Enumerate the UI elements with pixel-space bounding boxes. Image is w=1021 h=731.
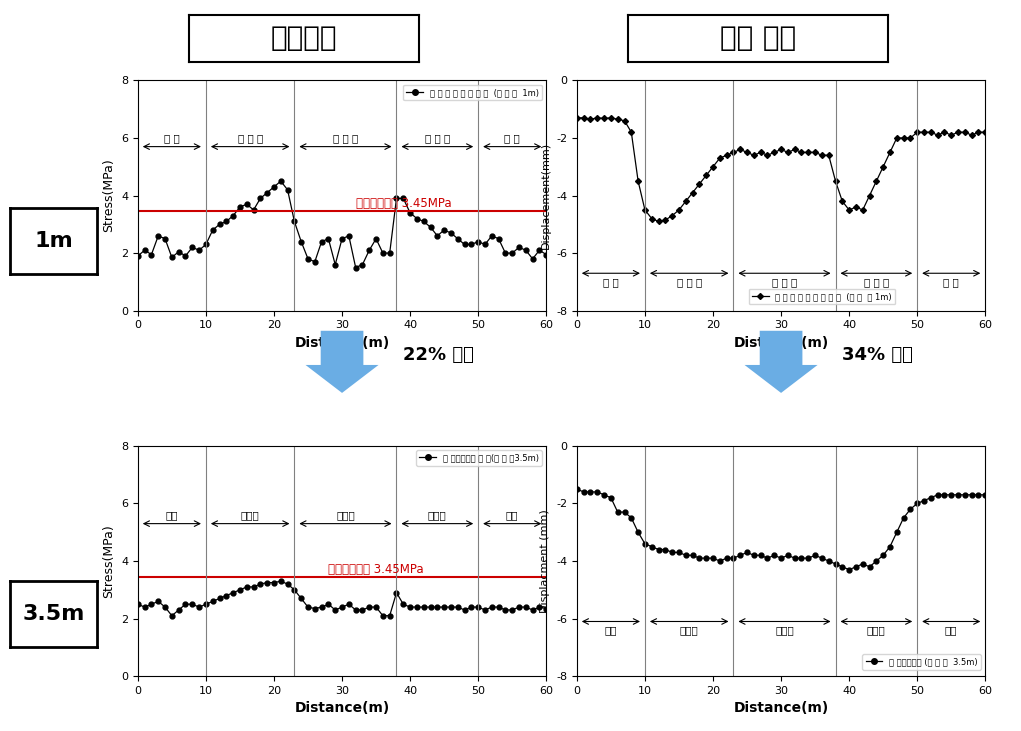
Text: 접속부: 접속부 [867, 625, 886, 635]
Text: 접 속 부: 접 속 부 [864, 277, 889, 287]
Text: 1m: 1m [35, 231, 72, 251]
Y-axis label: Stress(MPa): Stress(MPa) [102, 159, 115, 232]
Text: 도상응력: 도상응력 [271, 24, 337, 53]
Text: 토 공: 토 공 [603, 277, 619, 287]
Text: 도상 변위: 도상 변위 [720, 24, 796, 53]
Text: 토공: 토공 [604, 625, 617, 635]
Text: 3.5m: 3.5m [22, 604, 85, 624]
Text: 구 조 물: 구 조 물 [772, 277, 797, 287]
Text: 토 공: 토 공 [164, 133, 180, 143]
X-axis label: Distance(m): Distance(m) [294, 702, 390, 716]
X-axis label: Distance(m): Distance(m) [733, 702, 829, 716]
Text: 토공: 토공 [506, 510, 519, 520]
Text: 구 조 물: 구 조 물 [333, 133, 358, 143]
Text: 허용인장응력 3.45MPa: 허용인장응력 3.45MPa [355, 197, 451, 210]
Y-axis label: Displacement(mm): Displacement(mm) [540, 142, 550, 249]
Text: 토 공: 토 공 [504, 133, 520, 143]
Y-axis label: Displacment (mm): Displacment (mm) [540, 510, 550, 613]
Text: 토 공: 토 공 [943, 277, 959, 287]
Legend: 응 력이완범위 적 용(도 피 고3.5m): 응 력이완범위 적 용(도 피 고3.5m) [417, 450, 542, 466]
Text: 허용인장응력 3.45MPa: 허용인장응력 3.45MPa [329, 563, 424, 575]
Text: 토공: 토공 [945, 625, 958, 635]
Text: 34% 감소: 34% 감소 [842, 346, 913, 363]
X-axis label: Distance(m): Distance(m) [294, 336, 390, 350]
Text: 구조물: 구조물 [336, 510, 355, 520]
Text: 접속부: 접속부 [241, 510, 259, 520]
Text: 구조물: 구조물 [775, 625, 794, 635]
Y-axis label: Stress(MPa): Stress(MPa) [102, 524, 115, 598]
Text: 접 속 부: 접 속 부 [238, 133, 262, 143]
Text: 접 속 부: 접 속 부 [677, 277, 701, 287]
Text: 22% 감소: 22% 감소 [403, 346, 474, 363]
Legend: 문 력 이 완 범 위 미 적 용  (토 피  고 1m): 문 력 이 완 범 위 미 적 용 (토 피 고 1m) [748, 289, 895, 304]
Legend: 응 력이완범위 (토 피 고  3.5m): 응 력이완범위 (토 피 고 3.5m) [863, 654, 981, 670]
Legend: 응 력 이 완 범 위 적 용  (토 피 고  1m): 응 력 이 완 범 위 적 용 (토 피 고 1m) [403, 85, 542, 100]
Text: 접 속 부: 접 속 부 [425, 133, 450, 143]
Text: 접속부: 접속부 [428, 510, 447, 520]
X-axis label: Distance(m): Distance(m) [733, 336, 829, 350]
Text: 접속부: 접속부 [680, 625, 698, 635]
Text: 토공: 토공 [165, 510, 178, 520]
